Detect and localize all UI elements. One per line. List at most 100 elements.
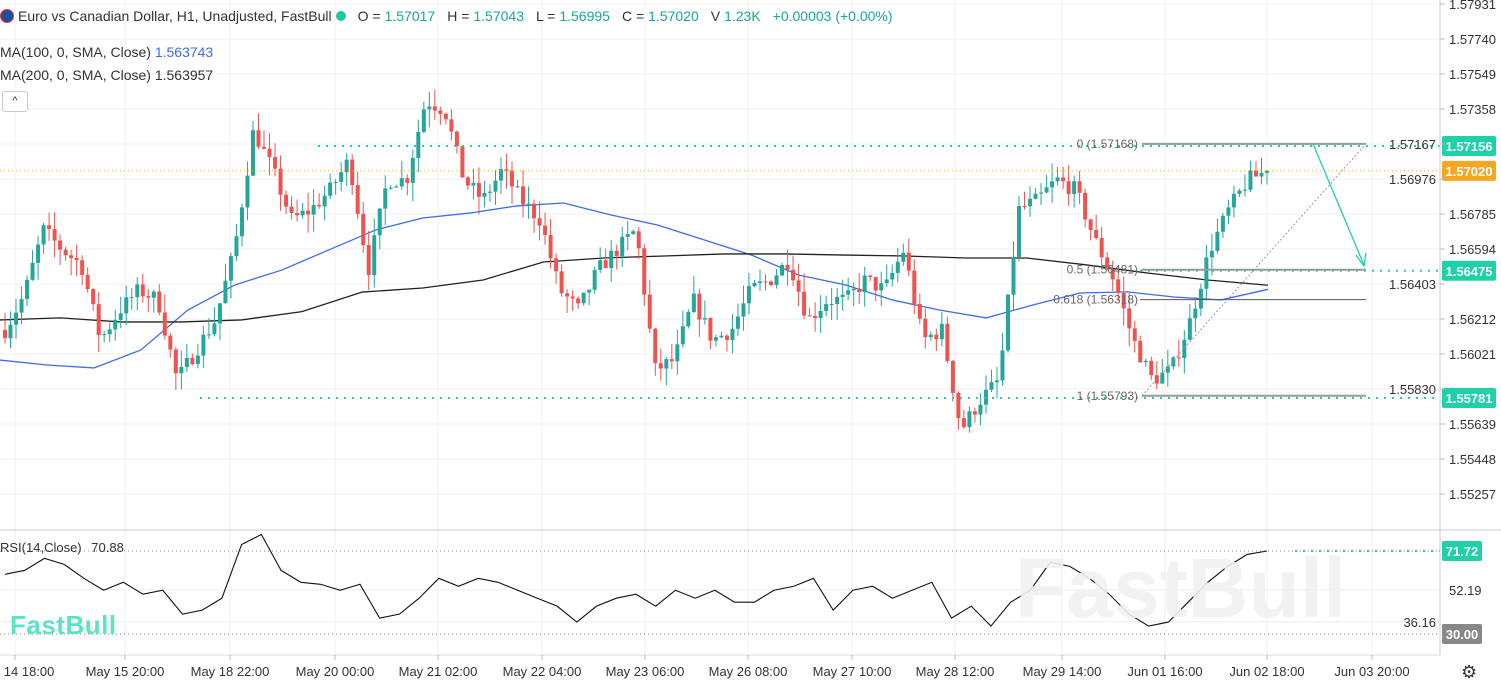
fib-level-label: 0.618 (1.56318) (1053, 293, 1138, 307)
rsi-pane: 52.19 36.16 71.72 30.00 (0, 533, 1482, 645)
low-label: L = (535, 8, 556, 24)
y-tick-label: 1.56785 (1449, 207, 1496, 222)
candle-up (1039, 192, 1044, 194)
candle-down (91, 289, 96, 305)
candle-down (548, 234, 553, 259)
x-tick-label: May 14 18:00 (0, 664, 54, 679)
ma100-legend[interactable]: MA(100, 0, SMA, Close) 1.563743 (0, 44, 213, 60)
low-value: 1.56995 (559, 8, 610, 24)
candle-up (515, 186, 520, 188)
candle-up (102, 334, 107, 336)
candle-down (355, 185, 360, 214)
candle-up (30, 262, 35, 280)
candle-up (581, 292, 586, 304)
candle-up (388, 187, 393, 189)
rsi-value-label: 30.00 (1446, 627, 1479, 642)
candle-up (1000, 350, 1005, 381)
candle-up (311, 204, 316, 215)
candle-down (476, 182, 481, 197)
x-tick-label: May 27 10:00 (813, 664, 892, 679)
candle-up (757, 281, 762, 284)
x-tick-label: May 29 14:00 (1023, 664, 1102, 679)
candle-down (52, 229, 57, 241)
candle-down (74, 257, 79, 261)
candle-up (1204, 257, 1209, 289)
candle-down (1110, 268, 1115, 280)
watermark: FastBull (1015, 541, 1347, 635)
candle-up (487, 191, 492, 193)
chart-header: Euro vs Canadian Dollar, H1, Unadjusted,… (0, 8, 893, 24)
candle-up (212, 323, 217, 335)
gear-icon[interactable]: ⚙ (1461, 662, 1478, 682)
candle-down (449, 119, 454, 132)
ma200-legend[interactable]: MA(200, 0, SMA, Close) 1.563957 (0, 67, 213, 83)
candle-down (443, 113, 448, 120)
open-label: O = (357, 8, 381, 24)
candle-up (895, 261, 900, 273)
ma100-label: MA(100, 0, SMA, Close) (0, 44, 151, 60)
grid (0, 0, 1440, 655)
candle-up (829, 304, 834, 306)
candle-up (890, 272, 895, 280)
candle-up (206, 334, 211, 336)
x-tick-label: May 22 04:00 (503, 664, 582, 679)
price-label-bg (1442, 260, 1496, 281)
y-tick-label: 1.55257 (1449, 487, 1496, 502)
candle-down (1121, 293, 1126, 309)
close-value: 1.57020 (648, 8, 699, 24)
x-tick-label: May 15 20:00 (86, 664, 165, 679)
candle-up (835, 297, 840, 305)
candle-down (1116, 279, 1121, 294)
collapse-legend-button[interactable]: ^ (2, 91, 28, 112)
candle-up (967, 411, 972, 428)
candle-down (912, 270, 917, 304)
candle-up (14, 312, 19, 325)
candle-up (135, 284, 140, 298)
candle-down (146, 296, 151, 298)
rsi-tick-label: 52.19 (1449, 583, 1482, 598)
rsi-legend[interactable]: RSI(14,Close) 70.88 (0, 540, 124, 555)
candle-down (857, 288, 862, 293)
candle-down (559, 271, 564, 294)
candle-down (267, 148, 272, 158)
candle-down (785, 264, 790, 270)
candle-up (818, 310, 823, 318)
candle-down (1077, 181, 1082, 193)
candle-down (543, 225, 548, 235)
x-tick-label: May 23 06:00 (606, 664, 685, 679)
candle-down (1099, 238, 1104, 258)
candle-up (1209, 250, 1214, 258)
candle-up (383, 188, 388, 209)
candle-up (1242, 189, 1247, 191)
candle-down (1127, 308, 1132, 329)
arrow-head-icon (1355, 252, 1367, 268)
candle-down (80, 260, 85, 275)
arrow-line (1312, 143, 1365, 266)
candle-up (1215, 231, 1220, 251)
candle-down (1176, 357, 1181, 359)
y-tick-label: 1.57358 (1449, 102, 1496, 117)
candle-up (482, 192, 487, 197)
candle-up (1028, 198, 1033, 207)
candle-up (250, 130, 255, 176)
level-price-label: 1.57156 (1446, 139, 1493, 154)
y-tick-label: 1.57931 (1449, 0, 1496, 12)
candle-down (361, 213, 366, 246)
candle-up (25, 279, 30, 300)
candle-down (1088, 219, 1093, 230)
candle-down (906, 252, 911, 271)
y-tick-label: 1.57549 (1449, 67, 1496, 82)
x-tick-label: May 18 22:00 (191, 664, 270, 679)
candle-up (691, 293, 696, 313)
candle-up (498, 169, 503, 181)
candle-down (1253, 170, 1258, 177)
candle-down (1132, 328, 1137, 341)
change-value: +0.00003 (+0.00%) (772, 8, 893, 24)
candle-up (410, 157, 415, 183)
ma100-value: 1.563743 (154, 44, 214, 60)
candle-down (917, 303, 922, 319)
x-tick-label: Jun 03 20:00 (1334, 664, 1409, 679)
candle-up (840, 294, 845, 298)
